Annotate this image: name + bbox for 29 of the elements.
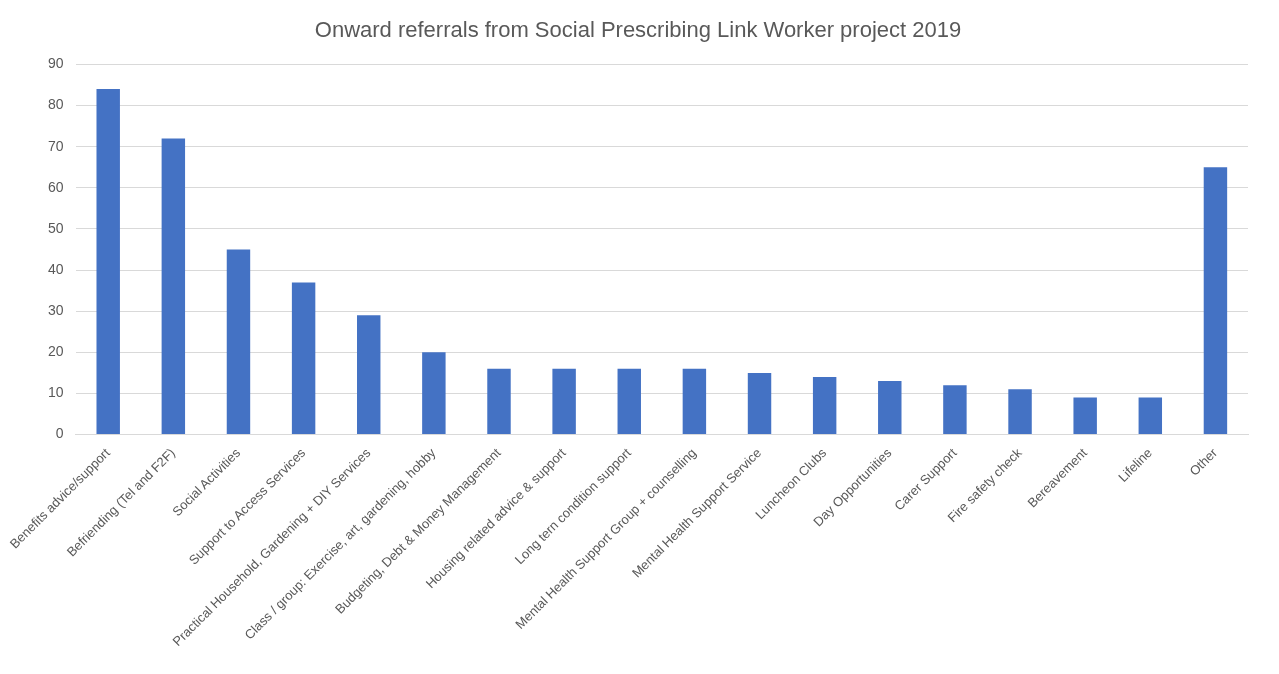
- chart-title: Onward referrals from Social Prescribing Link Worker project 2019: [314, 17, 962, 43]
- bar: [291, 282, 316, 435]
- y-tick-label: 20: [48, 343, 64, 360]
- bar: [617, 368, 641, 435]
- bar: [357, 315, 381, 435]
- bar: [552, 368, 576, 435]
- bar: [812, 377, 837, 435]
- bar: [226, 249, 251, 435]
- bar: [161, 138, 186, 435]
- y-tick-label: 40: [48, 260, 64, 277]
- bar: [747, 372, 772, 435]
- bar: [1138, 397, 1163, 435]
- y-tick-label: 30: [48, 302, 64, 319]
- y-tick-label: 90: [48, 55, 64, 72]
- y-tick-label: 80: [48, 96, 64, 113]
- bar: [422, 352, 446, 435]
- bar: [487, 368, 511, 435]
- y-tick-label: 70: [48, 137, 64, 154]
- y-tick-label: 50: [48, 219, 64, 236]
- bar: [1073, 397, 1097, 435]
- bar: [1203, 167, 1228, 435]
- bar: [682, 368, 707, 435]
- y-tick-label: 10: [48, 384, 64, 401]
- bar: [878, 381, 902, 435]
- bar: [1008, 389, 1032, 435]
- y-tick-label: 0: [55, 425, 64, 442]
- bar: [96, 89, 120, 435]
- y-tick-label: 60: [48, 178, 64, 195]
- bar: [943, 385, 967, 435]
